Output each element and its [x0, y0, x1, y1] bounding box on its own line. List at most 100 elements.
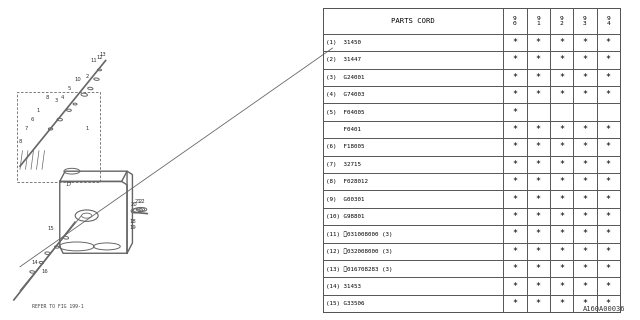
Text: *: *: [536, 195, 541, 204]
Text: 17: 17: [65, 182, 72, 188]
Text: *: *: [582, 212, 588, 221]
Text: (11) Ⓦ031008000 (3): (11) Ⓦ031008000 (3): [326, 231, 393, 237]
Text: (12) Ⓦ032008000 (3): (12) Ⓦ032008000 (3): [326, 249, 393, 254]
Text: *: *: [513, 229, 517, 238]
Text: *: *: [582, 38, 588, 47]
Text: (3)  G24001: (3) G24001: [326, 75, 365, 80]
Text: 9
1: 9 1: [536, 16, 540, 26]
Text: *: *: [536, 247, 541, 256]
Text: *: *: [513, 73, 517, 82]
Text: 12: 12: [96, 55, 103, 60]
Text: 7: 7: [24, 126, 28, 132]
Text: *: *: [513, 38, 517, 47]
Text: *: *: [536, 229, 541, 238]
Text: *: *: [513, 90, 517, 99]
Text: *: *: [536, 142, 541, 151]
Text: *: *: [559, 73, 564, 82]
Text: *: *: [582, 299, 588, 308]
Text: *: *: [536, 299, 541, 308]
Text: *: *: [559, 125, 564, 134]
Text: (8)  F028012: (8) F028012: [326, 179, 369, 184]
Text: *: *: [559, 212, 564, 221]
Text: *: *: [513, 212, 517, 221]
Text: 3: 3: [55, 99, 58, 103]
Text: (6)  F18005: (6) F18005: [326, 144, 365, 149]
Text: *: *: [559, 160, 564, 169]
Text: 16: 16: [41, 269, 48, 275]
Text: (1)  31450: (1) 31450: [326, 40, 362, 45]
Text: *: *: [513, 177, 517, 186]
Text: 5: 5: [67, 86, 70, 91]
Text: 13: 13: [99, 52, 106, 57]
Text: *: *: [559, 142, 564, 151]
Text: *: *: [559, 229, 564, 238]
Text: (5)  F04005: (5) F04005: [326, 110, 365, 115]
Text: 14: 14: [32, 260, 38, 265]
Text: 20: 20: [131, 202, 137, 206]
Text: (10) G98801: (10) G98801: [326, 214, 365, 219]
Text: *: *: [605, 142, 611, 151]
Text: *: *: [559, 247, 564, 256]
Text: *: *: [513, 195, 517, 204]
Text: *: *: [559, 90, 564, 99]
Text: *: *: [536, 73, 541, 82]
Text: *: *: [513, 142, 517, 151]
Text: *: *: [605, 55, 611, 64]
Text: *: *: [605, 212, 611, 221]
Text: *: *: [605, 177, 611, 186]
Text: 6: 6: [31, 117, 34, 122]
Text: 9
2: 9 2: [559, 16, 563, 26]
Text: F0401: F0401: [326, 127, 362, 132]
Text: 18: 18: [129, 219, 136, 224]
Text: 2: 2: [86, 74, 89, 79]
Text: 1: 1: [86, 126, 89, 132]
Text: (15) G33506: (15) G33506: [326, 301, 365, 306]
Text: (2)  31447: (2) 31447: [326, 57, 362, 62]
Text: *: *: [582, 55, 588, 64]
Text: 21: 21: [134, 199, 141, 204]
Text: PARTS CORD: PARTS CORD: [391, 18, 435, 24]
Text: *: *: [559, 299, 564, 308]
Text: 9
0: 9 0: [513, 16, 517, 26]
Text: *: *: [536, 177, 541, 186]
Text: (14) 31453: (14) 31453: [326, 284, 362, 289]
Text: *: *: [605, 125, 611, 134]
Text: *: *: [582, 264, 588, 273]
Text: 19: 19: [129, 225, 136, 230]
Text: REFER TO FIG 199-1: REFER TO FIG 199-1: [32, 304, 84, 308]
Text: *: *: [513, 247, 517, 256]
Text: *: *: [605, 38, 611, 47]
Text: (7)  32715: (7) 32715: [326, 162, 362, 167]
Text: *: *: [605, 282, 611, 291]
Text: 9
3: 9 3: [583, 16, 587, 26]
Text: *: *: [513, 55, 517, 64]
Text: *: *: [582, 229, 588, 238]
Text: *: *: [605, 73, 611, 82]
Text: *: *: [513, 299, 517, 308]
Text: *: *: [559, 195, 564, 204]
Text: A160A00036: A160A00036: [584, 306, 626, 312]
Text: *: *: [559, 177, 564, 186]
Text: *: *: [582, 125, 588, 134]
Text: *: *: [605, 90, 611, 99]
Text: *: *: [582, 142, 588, 151]
Text: *: *: [536, 282, 541, 291]
Text: *: *: [582, 73, 588, 82]
Text: *: *: [582, 177, 588, 186]
Text: *: *: [582, 160, 588, 169]
Text: *: *: [582, 247, 588, 256]
Text: *: *: [536, 212, 541, 221]
Text: *: *: [536, 125, 541, 134]
Text: *: *: [605, 264, 611, 273]
Text: *: *: [605, 195, 611, 204]
Text: 4: 4: [61, 95, 65, 100]
Text: *: *: [536, 264, 541, 273]
Text: *: *: [582, 90, 588, 99]
Text: 10: 10: [75, 77, 81, 82]
Text: (4)  G74003: (4) G74003: [326, 92, 365, 97]
Text: 22: 22: [138, 199, 145, 204]
Text: *: *: [513, 160, 517, 169]
Text: (13) Ⓑ016708283 (3): (13) Ⓑ016708283 (3): [326, 266, 393, 272]
Text: *: *: [605, 160, 611, 169]
Text: *: *: [559, 282, 564, 291]
